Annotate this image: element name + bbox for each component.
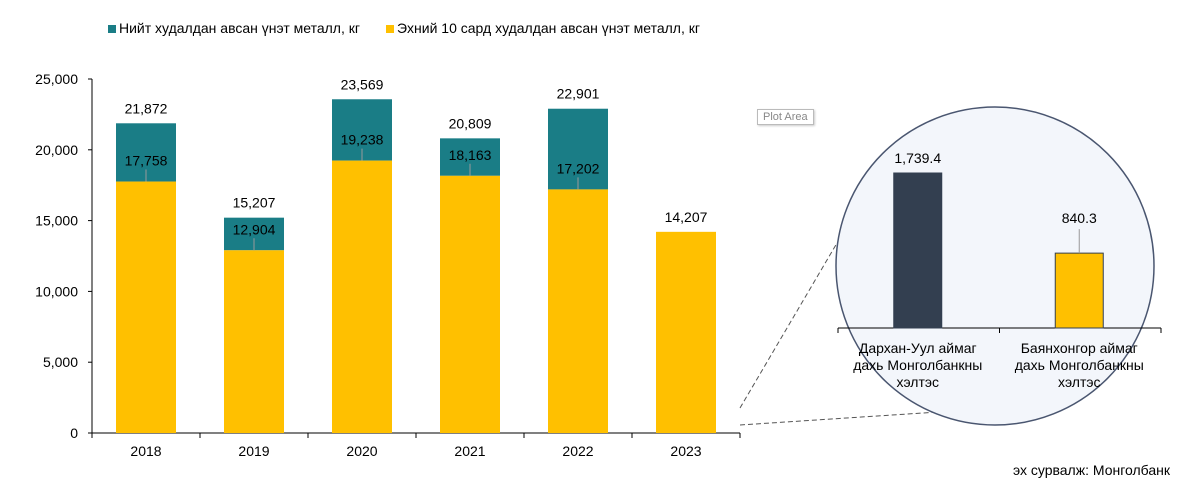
- inset-category-label: дахь Монголбанкны: [1015, 357, 1144, 373]
- plot-area-tooltip: Plot Area: [757, 109, 814, 125]
- y-tick-label: 15,000: [35, 213, 78, 229]
- total-data-label: 15,207: [233, 195, 276, 211]
- inset-circle: [835, 106, 1155, 426]
- inset-category-label: Дархан-Уул аймаг: [859, 340, 977, 356]
- legend-item-first10: Эхний 10 сард худалдан авсан үнэт металл…: [385, 20, 700, 36]
- inset-bar: [893, 172, 943, 329]
- x-tick-label: 2019: [238, 443, 269, 459]
- legend-item-total: Нийт худалдан авсан үнэт металл, кг: [108, 20, 360, 36]
- total-data-label: 21,872: [125, 100, 168, 116]
- y-tick-label: 10,000: [35, 283, 78, 299]
- inset-category-label: хэлтэс: [1058, 374, 1101, 390]
- bar-first10: [116, 181, 176, 433]
- total-data-label: 22,901: [557, 86, 600, 102]
- total-data-label: 23,569: [341, 76, 384, 92]
- legend-label: Эхний 10 сард худалдан авсан үнэт металл…: [396, 20, 700, 36]
- total-data-label: 14,207: [665, 209, 708, 225]
- first10-data-label: 17,202: [557, 160, 600, 176]
- bar-first10: [548, 189, 608, 433]
- bar-first10: [332, 160, 392, 434]
- bar-total-remainder: [548, 108, 608, 190]
- x-tick-label: 2021: [454, 443, 485, 459]
- first10-data-label: 18,163: [449, 147, 492, 163]
- inset-data-label: 840.3: [1062, 210, 1097, 226]
- legend-swatch: [108, 25, 116, 33]
- x-tick-label: 2020: [346, 443, 377, 459]
- first10-data-label: 19,238: [341, 132, 384, 148]
- connector-line: [739, 242, 838, 409]
- bar-first10: [224, 250, 284, 433]
- total-data-label: 20,809: [449, 115, 492, 131]
- y-tick-label: 20,000: [35, 142, 78, 158]
- y-tick-label: 25,000: [35, 71, 78, 87]
- inset-data-label: 1,739.4: [894, 150, 941, 166]
- legend: Нийт худалдан авсан үнэт металл, кг Эхни…: [108, 20, 700, 36]
- legend-swatch: [385, 25, 394, 33]
- inset-category-label: хэлтэс: [896, 374, 939, 390]
- bar-first10: [440, 175, 500, 433]
- y-tick-label: 5,000: [43, 354, 78, 370]
- inset-category-label: Баянхонгор аймаг: [1021, 340, 1138, 356]
- y-tick-label: 0: [70, 425, 78, 441]
- inset-bar: [1054, 252, 1104, 329]
- source-note: эх сурвалж: Монголбанк: [1012, 462, 1170, 478]
- x-tick-label: 2022: [562, 443, 593, 459]
- legend-label: Нийт худалдан авсан үнэт металл, кг: [119, 20, 360, 36]
- first10-data-label: 17,758: [125, 153, 168, 169]
- first10-data-label: 12,904: [233, 221, 276, 237]
- inset-category-label: дахь Монголбанкны: [853, 357, 982, 373]
- x-tick-label: 2023: [670, 443, 701, 459]
- bar-first10: [656, 231, 716, 433]
- x-tick-label: 2018: [130, 443, 161, 459]
- connector-line: [739, 411, 939, 426]
